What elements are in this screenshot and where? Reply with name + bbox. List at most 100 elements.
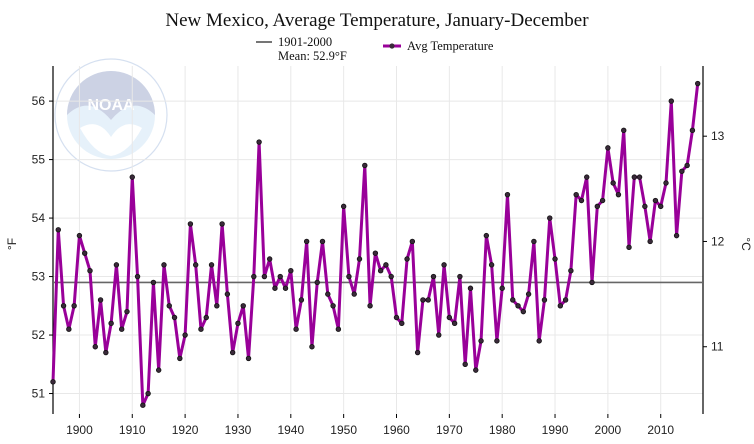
y-right-tick-label-13: 13 — [711, 129, 725, 143]
legend-series-marker — [389, 43, 395, 49]
legend-series-label: Avg Temperature — [407, 39, 494, 53]
data-point-2000 — [605, 145, 611, 151]
data-point-1897 — [60, 303, 67, 309]
data-point-1909 — [124, 308, 130, 315]
data-point-1989 — [547, 215, 553, 221]
y-tick-label-52: 52 — [32, 328, 46, 342]
y-right-tick-label-12: 12 — [711, 234, 725, 248]
data-point-1941 — [293, 326, 299, 332]
data-point-1936 — [266, 256, 273, 262]
data-point-1918 — [171, 314, 178, 321]
data-point-2002 — [615, 191, 622, 198]
data-point-1955 — [367, 303, 373, 309]
x-tick-label-1970: 1970 — [436, 423, 463, 437]
data-point-1971 — [451, 320, 458, 327]
data-point-2004 — [626, 244, 632, 251]
data-point-1906 — [108, 320, 114, 327]
data-point-1948 — [330, 303, 336, 309]
data-point-1925 — [208, 262, 215, 268]
data-point-1954 — [362, 162, 368, 169]
data-point-1962 — [404, 256, 410, 262]
data-point-1916 — [161, 262, 167, 268]
data-point-1959 — [388, 273, 394, 280]
data-point-2005 — [631, 174, 638, 180]
noaa-logo-text: NOAA — [87, 97, 135, 114]
data-point-1982 — [510, 297, 516, 303]
data-point-2008 — [647, 238, 653, 245]
data-point-1974 — [467, 285, 474, 291]
data-point-1967 — [430, 273, 437, 280]
x-tick-label-1930: 1930 — [225, 423, 252, 437]
data-point-1928 — [224, 291, 231, 297]
data-point-1915 — [155, 367, 162, 373]
data-point-1912 — [140, 402, 146, 408]
data-point-1923 — [198, 326, 204, 332]
data-point-1969 — [441, 262, 447, 268]
data-point-2017 — [695, 80, 701, 87]
data-point-1999 — [599, 197, 606, 204]
data-point-1987 — [536, 338, 542, 344]
x-tick-label-1900: 1900 — [66, 423, 93, 437]
data-point-1978 — [488, 262, 495, 268]
data-point-1976 — [478, 338, 484, 344]
y-right-tick-label-11: 11 — [711, 340, 724, 354]
y-tick-label-54: 54 — [32, 211, 46, 225]
data-point-1953 — [356, 256, 363, 262]
y-axis-label-left: °F — [5, 238, 19, 250]
data-point-1984 — [520, 308, 527, 315]
data-point-1924 — [203, 314, 209, 321]
data-point-1917 — [166, 303, 172, 309]
data-point-2016 — [689, 127, 696, 134]
legend: 1901-2000 Mean: 52.9°F Avg Temperature — [256, 35, 494, 63]
data-point-1947 — [325, 291, 331, 297]
data-point-1899 — [71, 303, 77, 309]
data-point-2015 — [684, 162, 690, 169]
chart-title: New Mexico, Average Temperature, January… — [165, 10, 589, 31]
y-tick-label-55: 55 — [32, 153, 46, 167]
data-point-1975 — [473, 367, 479, 373]
data-point-1980 — [499, 285, 505, 291]
y-axis-ticks-celsius: 11 12 13 — [703, 129, 725, 354]
data-point-1904 — [97, 297, 104, 303]
data-point-1997 — [589, 279, 595, 286]
data-point-1956 — [372, 250, 379, 256]
data-point-1983 — [515, 303, 521, 309]
data-point-1995 — [578, 197, 585, 204]
data-point-2014 — [679, 168, 685, 174]
grid — [53, 66, 703, 414]
data-point-1986 — [531, 238, 537, 245]
data-point-1972 — [457, 273, 463, 280]
legend-mean-period: 1901-2000 — [278, 35, 332, 49]
data-point-1933 — [251, 273, 257, 280]
data-point-1920 — [182, 332, 188, 338]
data-point-2009 — [652, 197, 659, 204]
x-axis-ticks: 1900 1910 1920 1930 1940 1950 1960 1970 1980 1990… — [66, 414, 674, 437]
data-point-1990 — [552, 256, 558, 262]
data-point-1937 — [272, 285, 278, 291]
data-point-1903 — [92, 344, 98, 350]
x-tick-label-2000: 2000 — [595, 423, 622, 437]
data-point-1957 — [377, 268, 384, 274]
data-point-1929 — [229, 349, 236, 356]
data-point-1985 — [525, 291, 532, 297]
noaa-logo-watermark: NOAA — [54, 58, 168, 172]
data-point-1922 — [192, 262, 199, 268]
data-point-1908 — [118, 326, 125, 332]
data-point-1973 — [462, 361, 468, 367]
y-tick-label-53: 53 — [32, 270, 46, 284]
data-point-1898 — [66, 326, 72, 332]
data-point-1992 — [562, 297, 569, 303]
x-tick-label-1950: 1950 — [330, 423, 357, 437]
data-point-1981 — [504, 191, 511, 198]
data-point-1932 — [245, 355, 252, 362]
y-axis-ticks-fahrenheit: 51 52 53 54 55 56 — [32, 94, 53, 401]
data-point-1926 — [214, 303, 220, 309]
legend-mean-value: Mean: 52.9°F — [278, 49, 347, 63]
data-point-1919 — [177, 355, 183, 362]
data-point-1996 — [584, 174, 590, 180]
x-tick-label-1910: 1910 — [119, 423, 146, 437]
data-point-1988 — [541, 297, 548, 303]
data-point-1902 — [87, 268, 93, 274]
data-point-2001 — [610, 180, 616, 186]
